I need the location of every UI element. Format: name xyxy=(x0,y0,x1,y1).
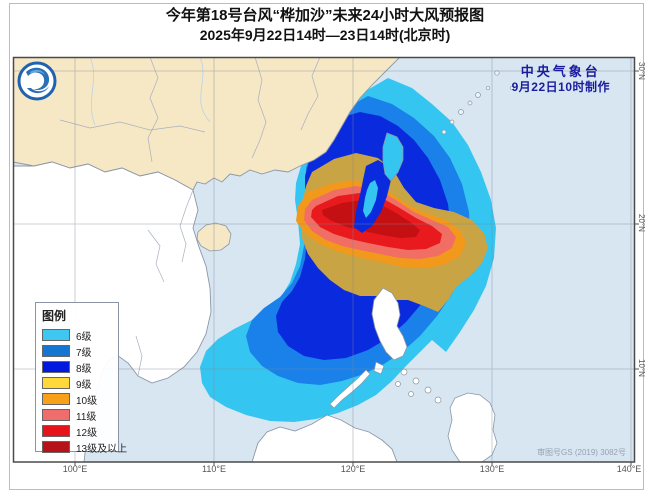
legend-label: 11级 xyxy=(76,411,97,423)
luzon-island xyxy=(371,287,408,361)
legend-item: 10级 xyxy=(42,391,118,407)
lat-label-10n: 10°N xyxy=(637,359,646,377)
lon-label-110e: 110°E xyxy=(202,464,226,474)
agency-issue-time: 9月22日10时制作 xyxy=(511,80,610,94)
legend-label: 9级 xyxy=(76,379,92,391)
legend-swatch-11 xyxy=(42,409,70,421)
strait-wind-sliver-6 xyxy=(363,180,378,218)
legend-title: 图例 xyxy=(42,309,67,323)
mindanao-island xyxy=(447,392,498,462)
legend-item: 8级 xyxy=(42,359,118,375)
legend-item: 12级 xyxy=(42,423,118,439)
legend-label: 10级 xyxy=(76,395,98,407)
legend-item: 7级 xyxy=(42,343,118,359)
ryukyu-islands xyxy=(441,70,515,135)
agency-note: 中央气象台 9月22日10时制作 xyxy=(512,64,610,95)
rivers xyxy=(89,57,211,126)
lat-label-30n: 30°N xyxy=(637,62,646,80)
legend-swatch-9 xyxy=(42,377,70,389)
page-subtitle: 2025年9月22日14时—23日14时(北京时) xyxy=(199,27,451,43)
legend-item: 6级 xyxy=(42,327,118,343)
legend-label: 7级 xyxy=(76,347,92,359)
lon-label-130e: 130°E xyxy=(479,464,505,474)
taiwan-island xyxy=(382,132,404,182)
lon-label-120e: 120°E xyxy=(340,464,366,474)
legend-label: 8级 xyxy=(76,363,92,375)
legend-label: 12级 xyxy=(76,427,98,439)
agency-name: 中央气象台 xyxy=(520,64,601,79)
mindoro-island xyxy=(373,361,385,375)
legend-item: 11级 xyxy=(42,407,118,423)
legend-swatch-6 xyxy=(42,329,70,341)
legend: 图例 6级 7级 8级 9级 10级 11级 12级 xyxy=(35,302,127,455)
page-title: 今年第18号台风“桦加沙”未来24小时大风预报图 xyxy=(165,7,485,24)
palawan-island xyxy=(329,369,371,409)
legend-label: 6级 xyxy=(76,331,92,343)
legend-swatch-8 xyxy=(42,361,70,373)
legend-item: 9级 xyxy=(42,375,118,391)
cma-logo xyxy=(17,61,57,101)
borneo-landmass xyxy=(251,414,398,462)
visayas-islands xyxy=(395,368,442,404)
legend-label: 13级及以上 xyxy=(76,443,128,455)
legend-swatch-12 xyxy=(42,425,70,437)
legend-swatch-7 xyxy=(42,345,70,357)
legend-swatch-10 xyxy=(42,393,70,405)
lat-label-20n: 20°N xyxy=(637,214,646,232)
map-approval-number: 审图号GS (2019) 3082号 xyxy=(537,448,626,457)
legend-item: 13级及以上 xyxy=(42,439,127,455)
lon-label-140e: 140°E xyxy=(616,464,642,474)
legend-swatch-13 xyxy=(42,441,70,453)
title-block: 今年第18号台风“桦加沙”未来24小时大风预报图 2025年9月22日14时—2… xyxy=(0,6,650,45)
province-borders xyxy=(59,57,321,377)
map-frame xyxy=(12,56,636,463)
lon-label-100e: 100°E xyxy=(62,464,88,474)
